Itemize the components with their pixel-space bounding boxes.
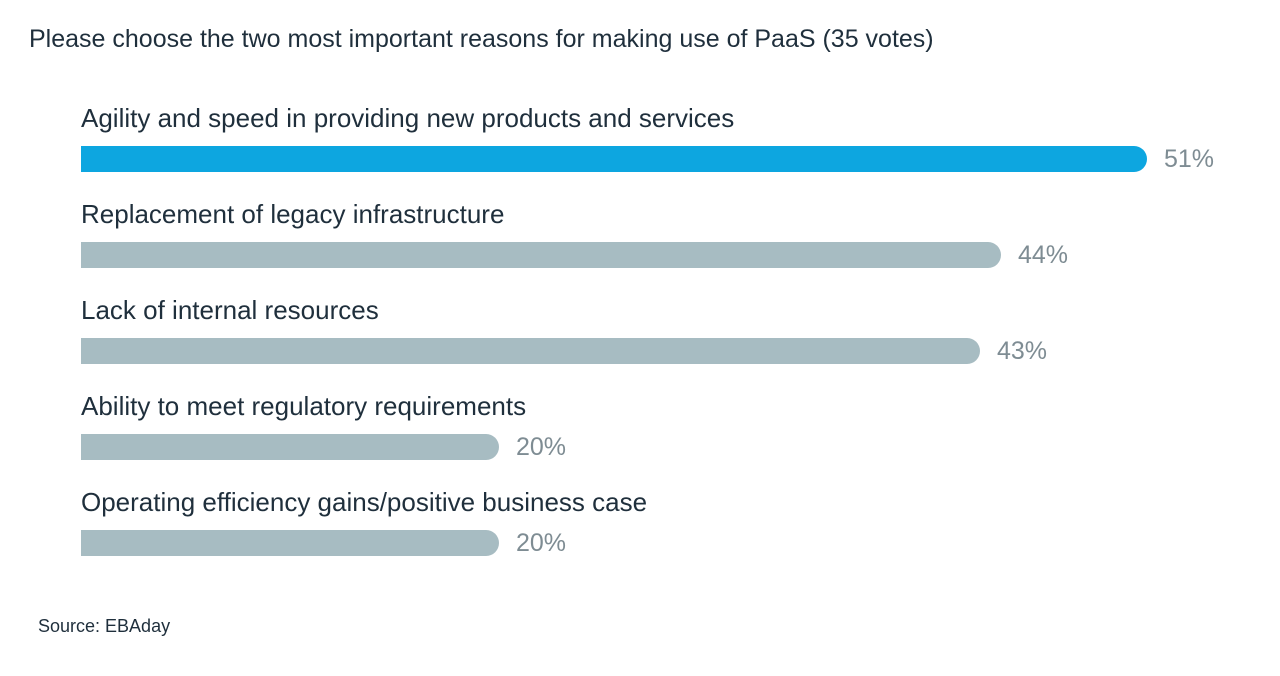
bar-category-label: Replacement of legacy infrastructure: [81, 199, 505, 229]
bar-value-label: 43%: [997, 337, 1048, 365]
bar-chart: Agility and speed in providing new produ…: [81, 96, 1241, 576]
bar-value-label: 51%: [1164, 145, 1215, 173]
bar-track: [81, 338, 1147, 364]
bar-row: Replacement of legacy infrastructure 44%: [81, 192, 1241, 288]
bar-row: Operating efficiency gains/positive busi…: [81, 480, 1241, 576]
bar-row: Ability to meet regulatory requirements 2…: [81, 384, 1241, 480]
bar-category-label: Ability to meet regulatory requirements: [81, 391, 527, 421]
bar-value-label: 20%: [516, 433, 567, 461]
source-note: Source: EBAday: [38, 616, 171, 636]
bar-track: [81, 434, 1147, 460]
bar-track: [81, 242, 1147, 268]
bar-row: Agility and speed in providing new produ…: [81, 96, 1241, 192]
bar-track: [81, 146, 1147, 172]
bar-category-label: Operating efficiency gains/positive busi…: [81, 487, 648, 517]
bar-category-label: Agility and speed in providing new produ…: [81, 103, 735, 133]
bar: [81, 242, 1001, 268]
bar-value-label: 20%: [516, 529, 567, 557]
bar-track: [81, 530, 1147, 556]
bar: [81, 146, 1147, 172]
bar: [81, 434, 499, 460]
bar: [81, 530, 499, 556]
chart-title: Please choose the two most important rea…: [29, 25, 934, 53]
bar-category-label: Lack of internal resources: [81, 295, 379, 325]
bar-row: Lack of internal resources 43%: [81, 288, 1241, 384]
bar: [81, 338, 980, 364]
bar-value-label: 44%: [1018, 241, 1069, 269]
